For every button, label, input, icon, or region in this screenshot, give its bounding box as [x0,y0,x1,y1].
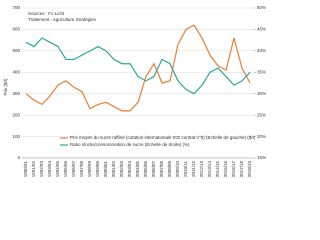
y-tick-label: 300 [12,91,20,96]
x-tick-label: 1990/91 [23,161,28,178]
x-tick-label: 2012/13 [199,161,204,178]
y2-tick-label: 35% [257,69,266,74]
y2-tick-label: 20% [257,134,266,139]
x-tick-label: 1993/94 [47,161,52,178]
x-tick-label: 1999/00 [95,161,100,178]
y-tick-label: 500 [12,48,20,53]
y-tick-label: 100 [12,134,20,139]
x-tick-label: 1991/92 [31,161,36,178]
y2-tick-label: 50% [257,5,266,10]
x-tick-label: 2017/18 [239,161,244,178]
page: {"chart_data":{"type":"line", "source":"… [3,5,267,178]
chart: Sources : Fo Licht Traitement : Agricult… [3,5,266,178]
x-tick-label: 2018/19 [247,161,252,178]
x-tick-label: 2001/02 [111,161,116,178]
x-tick-label: 2013/14 [207,161,212,178]
x-tick-label: 2010/11 [183,161,188,177]
x-tick-label: 1994/95 [55,161,60,178]
x-tick-label: 2007/08 [159,161,164,178]
y-axis-label: Prix ($/t) [3,78,8,96]
x-tick-label: 2011/12 [191,161,196,177]
y2-tick-label: 15% [257,155,266,160]
y-tick-label: 0 [17,155,20,160]
x-tick-label: 2016/17 [231,161,236,178]
series-line [25,24,251,112]
series-line [25,37,251,95]
x-tick-label: 2008/09 [167,161,172,178]
x-tick-label: 2003/04 [127,161,132,178]
y2-tick-label: 40% [257,48,266,53]
x-tick-label: 2009/10 [175,161,180,178]
x-tick-label: 1992/93 [39,161,44,178]
source: Sources : Fo Licht [28,11,65,16]
y-tick-label: 200 [12,112,20,117]
x-tick-label: 1996/97 [71,161,76,178]
y-tick-label: 400 [12,69,20,74]
x-tick-label: 1995/96 [63,161,68,178]
y-tick-label: 700 [12,5,20,10]
x-tick-label: 2015/16 [223,161,228,178]
x-tick-label: 2002/03 [119,161,124,178]
x-tick-label: 2006/07 [151,161,156,178]
y2-tick-label: 25% [257,112,266,117]
legend-label: Ratio stocks/consommation de sucre (Eche… [70,142,190,147]
y-tick-label: 600 [12,27,20,32]
processing: Traitement : Agriculture Stratégies [28,17,97,22]
x-tick-label: 2014/15 [215,161,220,178]
x-tick-label: 2000/01 [103,161,108,178]
y2-tick-label: 30% [257,91,266,96]
x-tick-label: 1998/99 [87,161,92,178]
legend-label: Prix moyen du sucre raffiné (cotation in… [70,135,256,140]
x-tick-label: 2004/05 [135,161,140,178]
x-tick-label: 2005/06 [143,161,148,178]
x-tick-label: 1997/98 [79,161,84,178]
y2-tick-label: 45% [257,27,266,32]
